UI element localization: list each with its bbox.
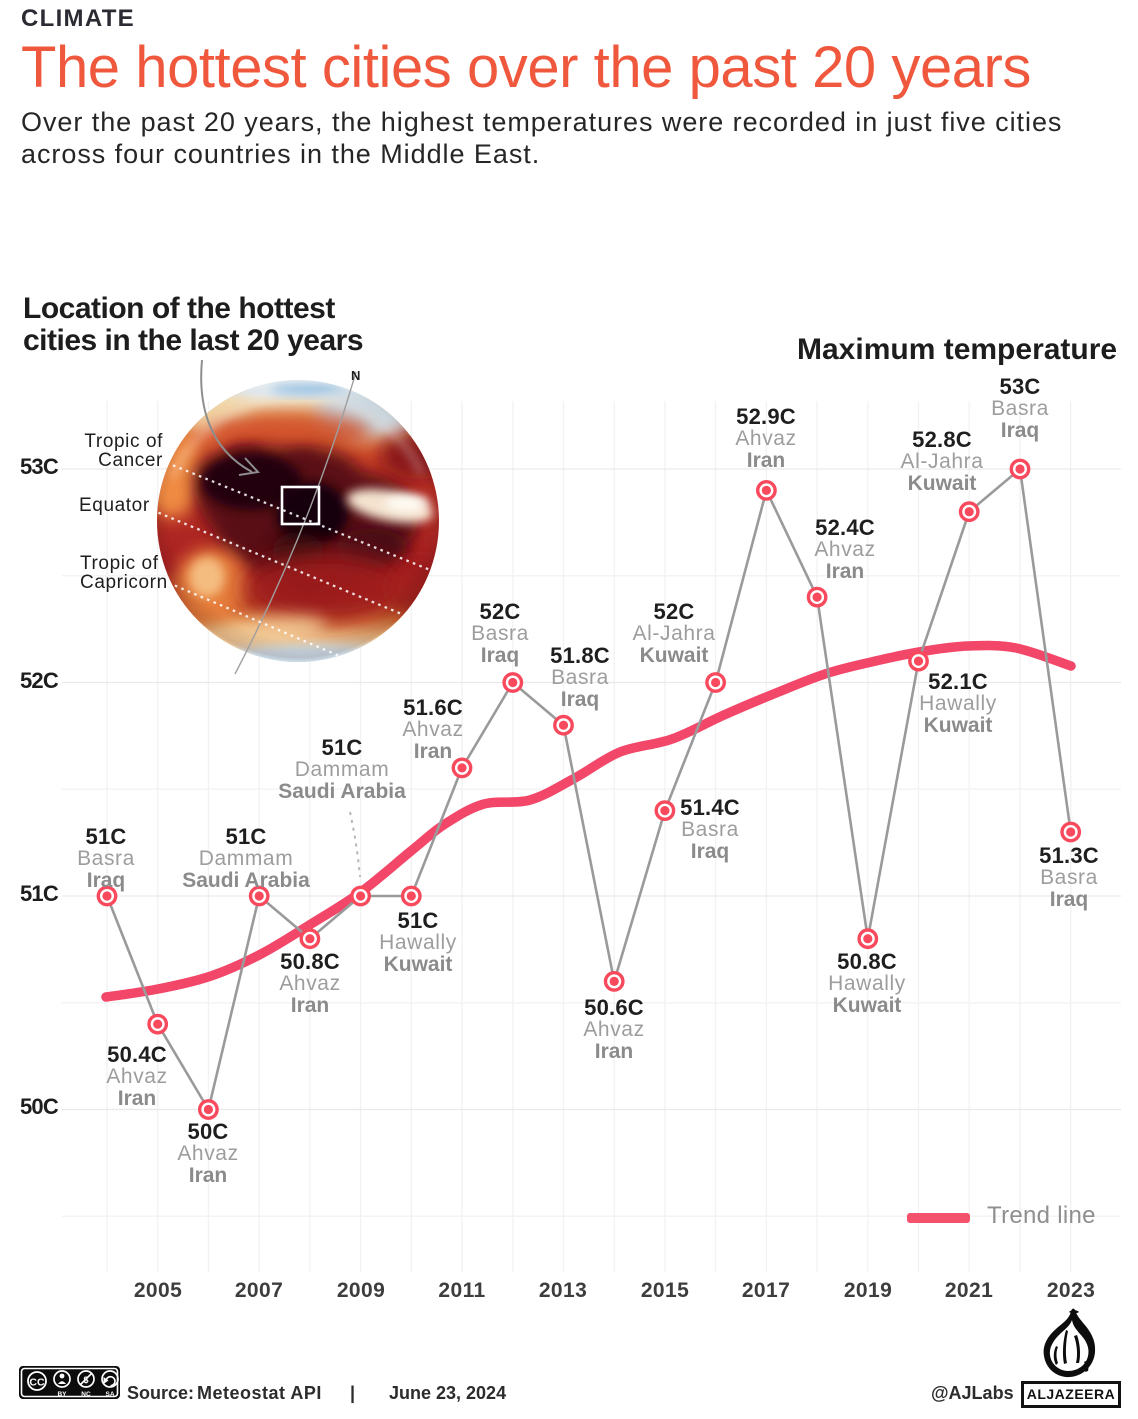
- svg-text:CC: CC: [29, 1377, 45, 1389]
- svg-text:BY: BY: [57, 1391, 67, 1398]
- svg-text:SA: SA: [105, 1391, 114, 1398]
- svg-text:N: N: [351, 368, 360, 383]
- svg-text:NC: NC: [81, 1391, 91, 1398]
